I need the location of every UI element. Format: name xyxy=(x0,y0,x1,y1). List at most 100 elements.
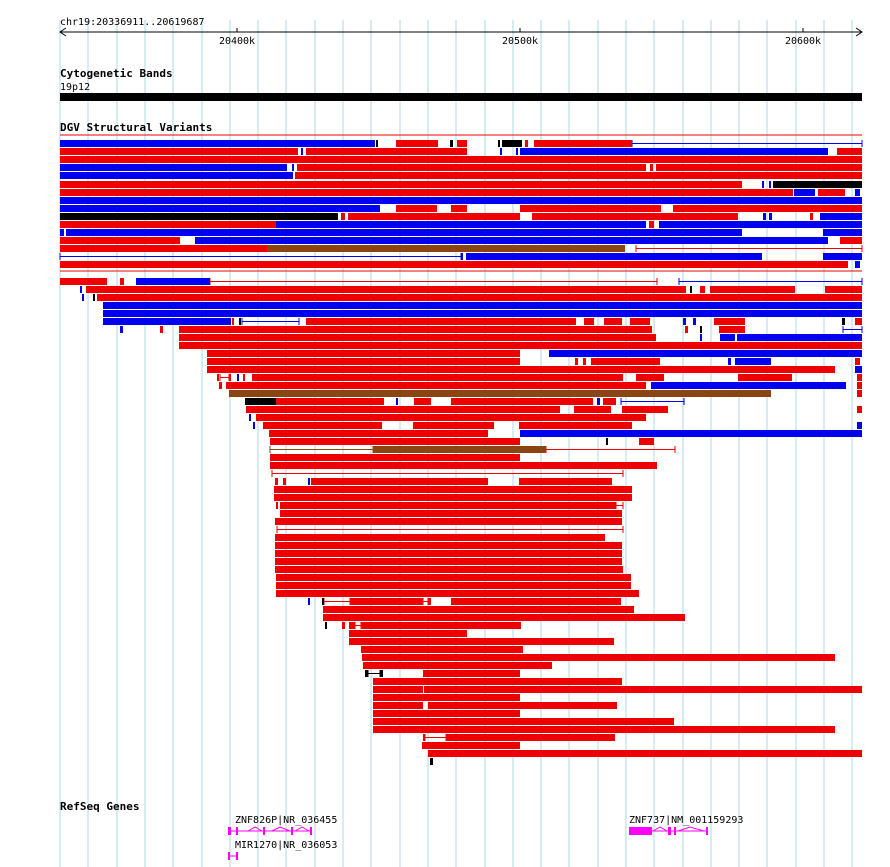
dgv-variant-loss[interactable] xyxy=(276,221,646,228)
dgv-variant-gain[interactable] xyxy=(207,350,520,357)
refseq-track-title[interactable]: RefSeq Genes xyxy=(60,800,139,813)
dgv-variant-loss[interactable] xyxy=(60,197,862,204)
dgv-variant-gain[interactable] xyxy=(519,422,632,429)
dgv-variant-gain[interactable] xyxy=(457,140,467,147)
dgv-variant-loss[interactable] xyxy=(855,366,862,373)
dgv-variant-gain[interactable] xyxy=(280,502,616,509)
cytoband-19p12[interactable] xyxy=(60,93,862,101)
dgv-variant-loss[interactable] xyxy=(301,148,303,155)
dgv-variant-gain[interactable] xyxy=(396,205,437,212)
dgv-variant-loss[interactable] xyxy=(659,221,862,228)
dgv-variant-gain[interactable] xyxy=(348,213,520,220)
dgv-variant-gain[interactable] xyxy=(323,606,634,613)
dgv-variant-gain[interactable] xyxy=(673,205,862,212)
dgv-variant-loss[interactable] xyxy=(60,172,293,179)
dgv-variant-gain[interactable] xyxy=(349,622,355,629)
dgv-variant-gain[interactable] xyxy=(685,326,688,333)
dgv-variant-gain[interactable] xyxy=(591,358,660,365)
dgv-variant-gain[interactable] xyxy=(60,156,862,163)
gene-znf826p[interactable] xyxy=(228,826,312,835)
dgv-variant-gain[interactable] xyxy=(719,326,745,333)
dgv-variant-gain[interactable] xyxy=(574,406,611,413)
dgv-variant-loss[interactable] xyxy=(461,253,463,260)
dgv-variant-loss[interactable] xyxy=(237,374,239,381)
dgv-variant-gain[interactable] xyxy=(855,318,862,325)
dgv-variant-gain[interactable] xyxy=(280,510,622,517)
dgv-variant-loss[interactable] xyxy=(308,598,310,605)
dgv-variant-gain[interactable] xyxy=(636,374,664,381)
dgv-variant-gain[interactable] xyxy=(274,494,632,501)
dgv-variant-gain[interactable] xyxy=(275,550,622,557)
dgv-variant-loss[interactable] xyxy=(60,164,287,171)
dgv-variant-gain[interactable] xyxy=(276,574,631,581)
dgv-variant-gain[interactable] xyxy=(639,438,654,445)
dgv-variant-gain[interactable] xyxy=(649,221,654,228)
dgv-variant-gain[interactable] xyxy=(60,189,793,196)
dgv-variant-gain-loss[interactable] xyxy=(502,140,522,147)
gene-label-znf826p[interactable]: ZNF826P|NR_036455 xyxy=(235,815,337,826)
dgv-variant-loss[interactable] xyxy=(728,358,731,365)
dgv-variant-loss[interactable] xyxy=(396,398,398,405)
dgv-variant-gain[interactable] xyxy=(160,326,163,333)
dgv-variant-loss[interactable] xyxy=(763,213,766,220)
dgv-variant-gain[interactable] xyxy=(60,221,276,228)
dgv-variant-gain[interactable] xyxy=(424,686,862,693)
dgv-variant-gain-loss[interactable] xyxy=(380,670,383,677)
dgv-variant-loss[interactable] xyxy=(597,398,600,405)
dgv-variant-loss[interactable] xyxy=(60,140,375,147)
dgv-variant-loss[interactable] xyxy=(737,334,862,341)
dgv-variant-gain[interactable] xyxy=(275,518,622,525)
dgv-variant-gain[interactable] xyxy=(532,213,738,220)
dgv-variant-gain[interactable] xyxy=(396,140,438,147)
dgv-variant-gain[interactable] xyxy=(275,542,622,549)
gene-label-znf737[interactable]: ZNF737|NM_001159293 xyxy=(629,815,743,826)
dgv-variant-gain[interactable] xyxy=(269,430,488,437)
dgv-variant-gain-loss[interactable] xyxy=(606,438,608,445)
dgv-variant-gain-loss[interactable] xyxy=(700,326,702,333)
dgv-variant-gain[interactable] xyxy=(179,334,656,341)
dgv-variant-gain[interactable] xyxy=(840,237,862,244)
dgv-variant-gain[interactable] xyxy=(60,261,848,268)
dgv-variant-gain[interactable] xyxy=(413,422,494,429)
dgv-variant-loss[interactable] xyxy=(693,318,696,325)
dgv-variant-loss[interactable] xyxy=(516,148,518,155)
dgv-variant-gain[interactable] xyxy=(622,406,668,413)
gene-label-mir1270[interactable]: MIR1270|NR_036053 xyxy=(235,840,337,851)
dgv-variant-gain[interactable] xyxy=(86,286,686,293)
dgv-variant-gain[interactable] xyxy=(276,502,278,509)
dgv-variant-loss[interactable] xyxy=(253,422,255,429)
dgv-variant-gain[interactable] xyxy=(341,213,345,220)
gene-mir1270[interactable] xyxy=(228,852,238,860)
dgv-variant-gain[interactable] xyxy=(179,342,862,349)
dgv-variant-gain[interactable] xyxy=(583,358,586,365)
dgv-variant-gain[interactable] xyxy=(306,148,467,155)
dgv-variant-gain[interactable] xyxy=(270,438,520,445)
dgv-variant-inversion[interactable] xyxy=(229,390,771,397)
dgv-variant-loss[interactable] xyxy=(520,430,862,437)
dgv-variant-gain[interactable] xyxy=(855,358,860,365)
dgv-variant-gain[interactable] xyxy=(451,598,621,605)
dgv-variant-gain-loss[interactable] xyxy=(325,622,327,629)
dgv-variant-gain[interactable] xyxy=(311,478,488,485)
dgv-variant-gain-loss[interactable] xyxy=(365,670,368,677)
dgv-variant-gain[interactable] xyxy=(219,382,222,389)
dgv-variant-loss[interactable] xyxy=(466,253,762,260)
dgv-variant-gain[interactable] xyxy=(306,318,576,325)
dgv-variant-gain[interactable] xyxy=(297,164,646,171)
dgv-variant-gain[interactable] xyxy=(575,358,578,365)
dgv-variant-gain[interactable] xyxy=(373,702,423,709)
dgv-variant-loss[interactable] xyxy=(500,148,502,155)
dgv-variant-loss[interactable] xyxy=(762,181,764,188)
dgv-variant-gain-loss[interactable] xyxy=(842,318,845,325)
dgv-variant-loss[interactable] xyxy=(308,478,310,485)
dgv-variant-loss[interactable] xyxy=(195,237,828,244)
dgv-variant-loss[interactable] xyxy=(120,326,123,333)
dgv-variant-gain[interactable] xyxy=(423,670,520,677)
dgv-variant-gain[interactable] xyxy=(700,286,705,293)
dgv-variant-loss[interactable] xyxy=(66,229,742,236)
dgv-variant-gain[interactable] xyxy=(534,140,632,147)
dgv-variant-gain[interactable] xyxy=(263,422,382,429)
dgv-variant-loss[interactable] xyxy=(683,318,686,325)
dgv-variant-gain[interactable] xyxy=(275,566,623,573)
dgv-variant-gain[interactable] xyxy=(246,406,560,413)
